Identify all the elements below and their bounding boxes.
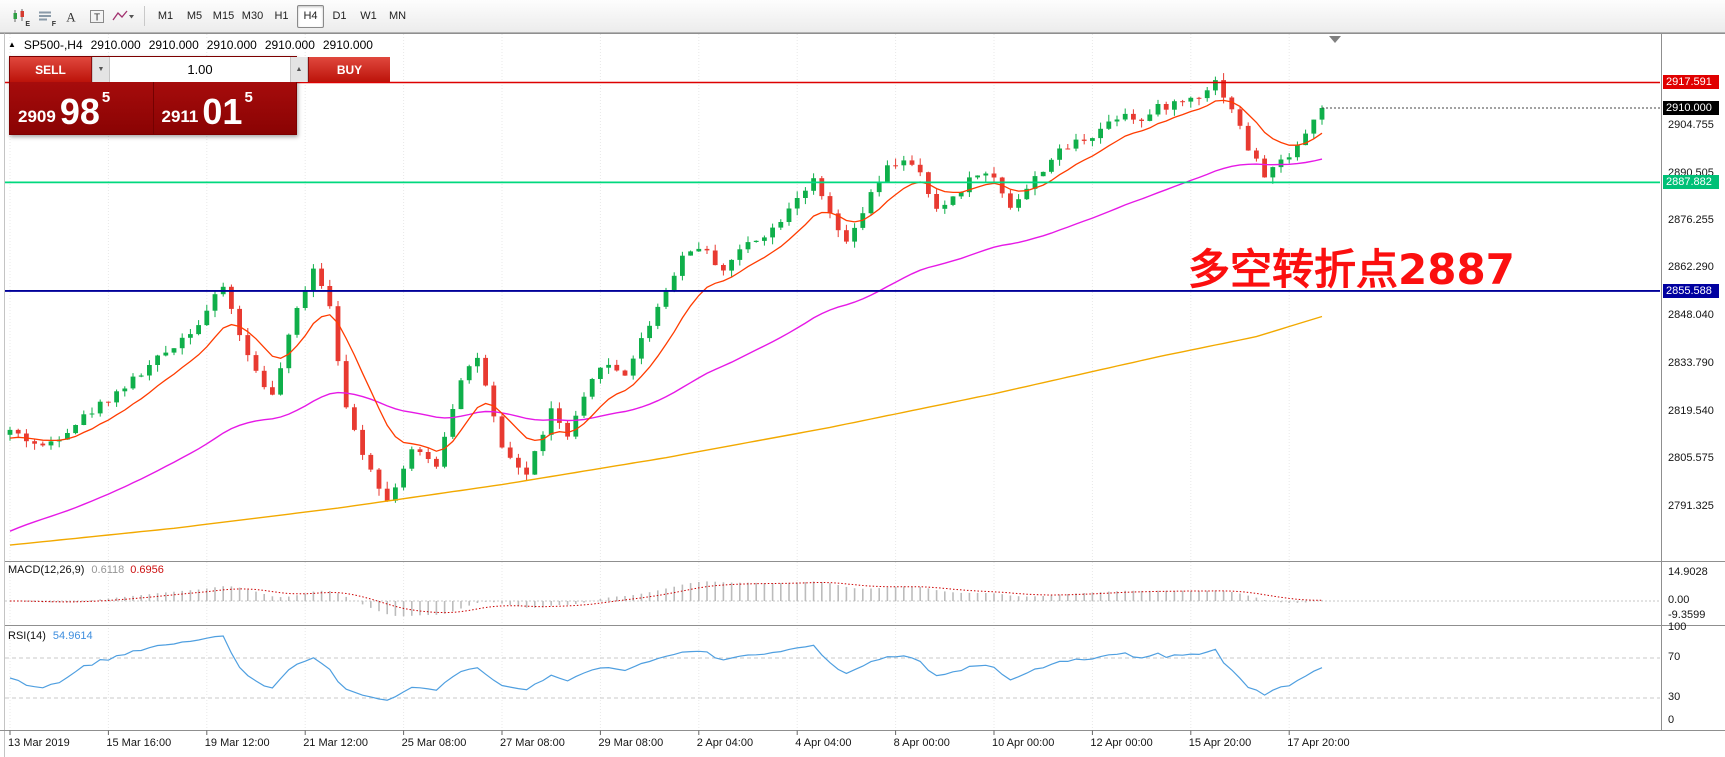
trade-panel-prices-row: 2909 98 5 2911 01 5 [10, 82, 296, 134]
rsi-axis-label: 0 [1668, 714, 1675, 726]
volume-stepper[interactable]: ▼ ▲ [92, 57, 308, 82]
price-axis-label: 2805.575 [1668, 452, 1714, 465]
time-axis-label: 2 Apr 04:00 [696, 737, 754, 749]
time-axis-label: 15 Mar 16:00 [106, 737, 172, 749]
price-axis-label: 2819.540 [1668, 405, 1714, 418]
price-chip-navy: 2855.588 [1663, 283, 1719, 298]
rsi-axis-label: 30 [1668, 691, 1681, 703]
buy-price-int: 2911 [161, 107, 199, 127]
price-chip-green: 2887.882 [1663, 175, 1719, 190]
toolbar-separator [144, 6, 145, 26]
rsi-indicator-label: RSI(14) 54.9614 [8, 630, 93, 642]
macd-axis-label: 14.9028 [1668, 566, 1708, 578]
volume-input[interactable] [110, 57, 290, 82]
time-axis-label: 10 Apr 00:00 [992, 737, 1055, 749]
rsi-axis-label: 70 [1668, 651, 1681, 663]
ohlc-value: 2910.000 [148, 38, 199, 52]
time-axis-label: 21 Mar 12:00 [303, 737, 369, 749]
candles-layer [7, 73, 1325, 503]
text-annotation-icon[interactable]: A [59, 5, 83, 28]
drawing-tools-icon[interactable] [111, 5, 137, 28]
ohlc-value: 2910.000 [264, 38, 315, 52]
timeframe-button-d1[interactable]: D1 [332, 10, 347, 22]
time-axis-label: 25 Mar 08:00 [401, 737, 467, 749]
chart-annotation-text: 多空转折点2887 [1188, 245, 1515, 294]
time-axis-label: 29 Mar 08:00 [598, 737, 664, 749]
one-click-trading-panel: SELL ▼ ▲ BUY 2909 98 5 2911 01 5 [9, 56, 390, 135]
symbol-timeframe-label: SP500-,H4 [23, 38, 83, 52]
volume-increase-icon[interactable]: ▲ [290, 57, 308, 82]
buy-price[interactable]: 2911 01 5 [154, 82, 297, 134]
macd-name: MACD(12,26,9) [8, 564, 85, 576]
time-axis-label: 4 Apr 04:00 [795, 737, 852, 749]
svg-text:A: A [66, 9, 76, 24]
candlestick-chart-icon[interactable]: E [7, 5, 31, 28]
price-axis-label: 2833.790 [1668, 357, 1714, 370]
timeframe-button-h1[interactable]: H1 [274, 10, 289, 22]
macd-axis-label: -9.3599 [1668, 609, 1706, 621]
chart-header: ▲ SP500-,H4 2910.000 2910.000 2910.000 2… [8, 38, 373, 52]
timeframe-button-group: M1 M5 M15 M30 H1 H4 D1 W1 MN [151, 4, 412, 28]
time-axis-label: 15 Apr 20:00 [1188, 737, 1252, 749]
time-axis-label: 13 Mar 2019 [8, 737, 70, 749]
timeframe-button-m1[interactable]: M1 [157, 10, 174, 22]
indicator-list-icon[interactable]: F [33, 5, 57, 28]
macd-signal-value: 0.6956 [130, 564, 164, 576]
ma-fast-line [9, 99, 1323, 452]
macd-histogram [17, 581, 1323, 617]
timeframe-button-m5[interactable]: M5 [186, 10, 203, 22]
text-label-icon[interactable]: T [85, 5, 109, 28]
sell-price-int: 2909 [18, 107, 56, 127]
time-axis-label: 27 Mar 08:00 [500, 737, 565, 749]
ohlc-value: 2910.000 [206, 38, 257, 52]
buy-button[interactable]: BUY [308, 57, 390, 82]
volume-decrease-icon[interactable]: ▼ [92, 57, 110, 82]
buy-price-dec: 01 [202, 91, 243, 133]
sell-price[interactable]: 2909 98 5 [10, 82, 154, 134]
chart-shift-marker-icon[interactable] [1329, 36, 1341, 43]
rsi-line [9, 635, 1323, 701]
macd-signal-line [10, 581, 1322, 614]
time-axis-label: 17 Apr 20:00 [1287, 737, 1350, 749]
price-chip-black: 2910.000 [1663, 101, 1719, 115]
price-axis-label: 2848.040 [1668, 309, 1714, 322]
collapse-trade-panel-icon[interactable]: ▲ [8, 40, 16, 49]
buy-price-sup: 5 [244, 89, 253, 106]
timeframe-button-m30[interactable]: M30 [241, 10, 264, 22]
price-axis-label: 2862.290 [1668, 261, 1714, 274]
rsi-name: RSI(14) [8, 630, 46, 642]
price-axis-label: 2876.255 [1668, 214, 1714, 227]
ohlc-value: 2910.000 [322, 38, 373, 52]
macd-main-value: 0.6118 [91, 564, 125, 576]
rsi-axis-label: 100 [1668, 621, 1687, 633]
timeframe-button-h4[interactable]: H4 [297, 4, 324, 28]
sell-price-dec: 98 [59, 91, 100, 133]
svg-text:T: T [94, 12, 100, 23]
macd-indicator-label: MACD(12,26,9) 0.6118 0.6956 [8, 564, 164, 576]
ohlc-value: 2910.000 [90, 38, 141, 52]
time-axis-label: 8 Apr 00:00 [893, 737, 950, 749]
sell-button[interactable]: SELL [10, 57, 92, 82]
sell-price-sup: 5 [101, 89, 111, 106]
ma-mid-line [9, 158, 1323, 532]
ma-slow-line [9, 315, 1323, 546]
price-axis-label: 2791.325 [1668, 500, 1714, 512]
time-axis-label: 19 Mar 12:00 [204, 737, 270, 749]
trade-panel-buttons-row: SELL ▼ ▲ BUY [10, 57, 390, 82]
timeframe-button-w1[interactable]: W1 [360, 10, 377, 22]
price-axis-label: 2904.755 [1668, 118, 1714, 131]
timeframe-button-m15[interactable]: M15 [212, 10, 235, 22]
macd-axis-label: 0.00 [1668, 594, 1690, 606]
time-axis-label: 12 Apr 00:00 [1090, 737, 1153, 749]
rsi-value: 54.9614 [52, 630, 93, 642]
price-chip-red: 2917.591 [1663, 75, 1719, 90]
timeframe-button-mn[interactable]: MN [388, 10, 407, 22]
